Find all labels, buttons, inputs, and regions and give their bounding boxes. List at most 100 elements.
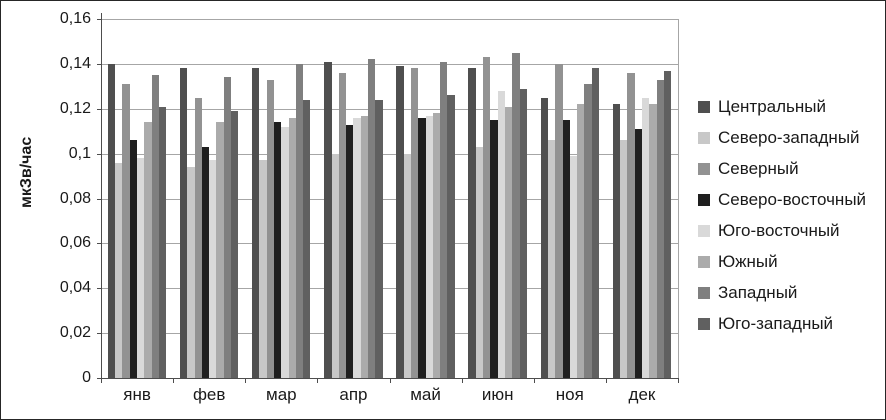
bar-Центральный-дек <box>612 104 621 378</box>
x-axis-label-фев: фев <box>192 385 226 404</box>
y-axis-tick <box>97 64 101 65</box>
x-axis-label-июн: июн <box>481 385 514 404</box>
y-axis-tick <box>97 154 101 155</box>
gridline <box>101 64 678 65</box>
bar-Северо-западный-апр <box>331 153 339 378</box>
bar-Южный-май <box>432 113 441 378</box>
bar-Юго-восточный-май <box>425 115 433 378</box>
y-axis-tick-label: 0,04 <box>59 279 91 296</box>
bar-Юго-западный-июн <box>519 88 527 378</box>
x-axis-tick <box>101 378 102 383</box>
x-axis-tick <box>245 378 246 383</box>
bar-Западный-май <box>440 61 448 378</box>
bar-Северный-ноя <box>555 63 563 378</box>
bar-group-дек <box>612 19 672 378</box>
bar-Западный-ноя <box>584 84 592 378</box>
legend-label: Северо-западный <box>718 127 860 147</box>
y-axis-tick-label: 0,14 <box>59 55 91 72</box>
legend: Центральный Северо-западный Северный Северо… <box>698 91 866 339</box>
y-axis-tick-label: 0,12 <box>59 100 91 117</box>
bar-Южный-янв <box>144 122 152 378</box>
bar-Юго-восточный-апр <box>353 117 361 378</box>
legend-item-Северо-восточный: Северо-восточный <box>698 184 866 215</box>
bar-Северо-восточный-мар <box>274 122 282 378</box>
x-axis-tick <box>462 378 463 383</box>
gridline <box>101 154 678 155</box>
bar-Северный-июн <box>483 57 491 378</box>
bar-Северо-восточный-май <box>418 117 426 378</box>
legend-label: Западный <box>718 282 798 302</box>
bar-Юго-восточный-дек <box>641 97 650 378</box>
y-axis-tick <box>97 199 101 200</box>
bar-Западный-фев <box>223 77 232 378</box>
gridline <box>101 288 678 289</box>
bar-Северо-восточный-дек <box>634 128 642 378</box>
x-axis-label-май: май <box>410 385 441 404</box>
bar-group-янв <box>107 19 167 378</box>
legend-label: Северо-восточный <box>718 189 867 209</box>
bar-Северо-восточный-янв <box>129 140 138 378</box>
bar-Северо-западный-фев <box>187 167 195 378</box>
legend-swatch-icon <box>698 193 710 206</box>
legend-swatch-icon <box>698 286 710 299</box>
x-axis-tick <box>390 378 391 383</box>
y-axis-tick-label: 0,1 <box>68 145 91 162</box>
legend-item-Северный: Северный <box>698 153 866 184</box>
bar-Северо-западный-янв <box>115 162 123 378</box>
gridline <box>101 109 678 110</box>
bar-Юго-западный-янв <box>158 106 167 378</box>
bar-Центральный-июн <box>468 68 476 378</box>
bar-Юго-западный-фев <box>231 111 239 378</box>
bar-Западный-апр <box>368 59 376 378</box>
bar-Юго-восточный-янв <box>137 158 145 378</box>
bar-Западный-мар <box>295 63 304 378</box>
bar-Южный-мар <box>288 117 296 378</box>
bar-Северо-западный-май <box>403 153 411 378</box>
bar-Северо-западный-дек <box>620 140 628 378</box>
bar-group-ноя <box>540 19 599 378</box>
bar-Центральный-янв <box>107 63 116 378</box>
bar-Центральный-апр <box>324 61 332 378</box>
bar-Юго-восточный-фев <box>209 160 217 378</box>
legend-swatch-icon <box>698 162 710 175</box>
bar-Северо-западный-ноя <box>547 140 556 378</box>
y-axis-line <box>101 13 102 378</box>
legend-label: Южный <box>718 251 778 271</box>
bar-Центральный-ноя <box>540 97 548 378</box>
bar-Центральный-май <box>396 66 404 378</box>
bar-Западный-июн <box>512 52 520 378</box>
legend-item-Западный: Западный <box>698 277 866 308</box>
bar-group-мар <box>252 19 311 378</box>
y-axis-tick <box>97 333 101 334</box>
x-axis-tick <box>678 378 679 383</box>
legend-swatch-icon <box>698 100 710 113</box>
x-axis-label-апр: апр <box>339 385 368 404</box>
x-axis-label-дек: дек <box>628 385 656 404</box>
bar-Юго-западный-дек <box>663 70 672 378</box>
bar-Юго-западный-мар <box>303 99 311 378</box>
bar-Юго-западный-ноя <box>591 68 599 378</box>
bar-Западный-янв <box>151 75 159 378</box>
bar-group-фев <box>179 19 239 378</box>
legend-swatch-icon <box>698 317 710 330</box>
bar-group-июн <box>468 19 527 378</box>
legend-item-Юго-западный: Юго-западный <box>698 308 866 339</box>
x-axis-label-янв: янв <box>123 385 151 404</box>
y-axis-title: мкЗв/час <box>18 136 35 208</box>
gridline <box>101 243 678 244</box>
bar-Юго-западный-апр <box>375 99 383 378</box>
bar-Северный-янв <box>122 84 130 378</box>
bar-Южный-ноя <box>577 104 585 378</box>
legend-swatch-icon <box>698 224 710 237</box>
y-axis-tick <box>97 243 101 244</box>
legend-swatch-icon <box>698 255 710 268</box>
bar-Западный-дек <box>656 79 664 378</box>
y-axis-tick-label: 0,08 <box>59 190 91 207</box>
bar-Северо-восточный-фев <box>201 146 210 378</box>
x-axis-tick <box>606 378 607 383</box>
legend-item-Северо-западный: Северо-западный <box>698 122 866 153</box>
gridline <box>101 333 678 334</box>
bar-group-апр <box>324 19 383 378</box>
bar-Северо-восточный-ноя <box>562 120 570 378</box>
